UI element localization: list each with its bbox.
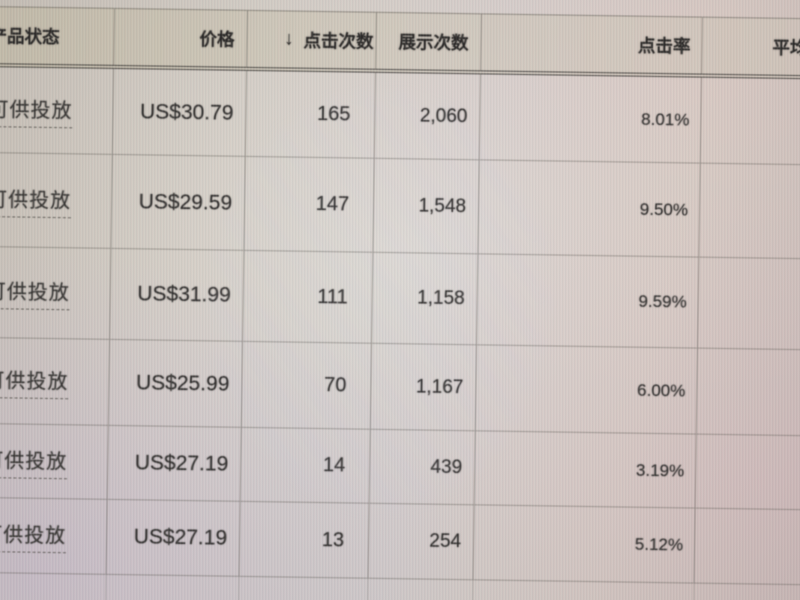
- price-cell: US$27.19: [107, 425, 242, 501]
- ctr-cell: 9.50%: [478, 160, 701, 257]
- column-header-clicks[interactable]: ↓ 点击次数: [247, 10, 377, 69]
- impressions-cell: 439: [369, 429, 476, 505]
- status-link[interactable]: 可供投放: [0, 443, 68, 479]
- avg-cell: [699, 164, 800, 259]
- price-cell: US$25.99: [108, 339, 244, 427]
- products-table: 产品状态 价格 ↓ 点击次数 展示次数 点击率 平均 可供投放 US$30.79…: [0, 6, 800, 600]
- price-cell: US$27.19: [106, 499, 241, 576]
- table-row: 可供投放 US$29.59 147 1,548 9.50%: [0, 152, 800, 260]
- impressions-cell: 254: [368, 503, 475, 580]
- table-row: 可供投放 US$30.79 165 2,060 8.01%: [0, 66, 800, 166]
- avg-cell: [698, 258, 800, 350]
- avg-cell: [695, 509, 800, 585]
- product-status-cell[interactable]: 可供投放: [0, 152, 113, 248]
- table-row: 可供投放 US$25.99 70 1,167 6.00%: [0, 337, 800, 437]
- clicks-cell: 70: [241, 341, 373, 429]
- impressions-cell: 1,158: [372, 252, 479, 345]
- product-status-cell[interactable]: 可供投放: [0, 423, 109, 499]
- status-link[interactable]: 可供投放: [0, 92, 73, 128]
- clicks-cell: 111: [243, 250, 374, 343]
- empty-cell: [105, 574, 240, 600]
- status-link[interactable]: 可供投放: [0, 182, 72, 218]
- clicks-cell: 14: [240, 427, 371, 503]
- avg-cell: [696, 435, 800, 510]
- ctr-cell: 6.00%: [475, 345, 698, 434]
- sort-descending-icon: ↓: [283, 28, 294, 50]
- price-cell: US$30.79: [112, 68, 248, 156]
- avg-cell: [697, 349, 800, 436]
- empty-cell: [367, 578, 474, 600]
- price-cell: US$29.59: [111, 154, 246, 250]
- ctr-cell: 9.59%: [477, 254, 700, 348]
- impressions-cell: 2,060: [374, 72, 482, 160]
- column-header-average-clipped[interactable]: 平均: [772, 37, 800, 58]
- clicks-cell: 147: [244, 156, 375, 252]
- clicks-cell: 165: [245, 70, 377, 158]
- column-header-ctr[interactable]: 点击率: [481, 14, 703, 74]
- clicks-cell: 13: [239, 501, 370, 578]
- price-cell: US$31.99: [110, 248, 245, 341]
- ctr-cell: 8.01%: [479, 74, 703, 163]
- status-link[interactable]: 可供投放: [0, 363, 69, 399]
- table-row: 可供投放 US$27.19 13 254 5.12%: [0, 497, 800, 586]
- table-row: 可供投放 US$27.19 14 439 3.19%: [0, 423, 800, 511]
- status-link[interactable]: 可供投放: [0, 275, 70, 311]
- empty-cell: [238, 576, 369, 600]
- empty-cell: [472, 580, 695, 600]
- product-status-cell[interactable]: 可供投放: [0, 497, 108, 574]
- column-header-clicks-label: 点击次数: [303, 30, 374, 52]
- column-header-price[interactable]: 价格: [114, 8, 248, 67]
- empty-cell: [694, 584, 800, 600]
- ctr-cell: 5.12%: [473, 505, 696, 583]
- impressions-cell: 1,167: [370, 343, 478, 431]
- status-link[interactable]: 可供投放: [0, 518, 67, 554]
- product-status-cell[interactable]: 可供投放: [0, 66, 115, 154]
- empty-cell: [0, 572, 107, 600]
- ctr-cell: 3.19%: [474, 431, 697, 508]
- column-header-product-status[interactable]: 产品状态: [0, 6, 115, 65]
- avg-cell: [701, 78, 800, 165]
- impressions-cell: 1,548: [373, 158, 480, 254]
- product-status-cell[interactable]: 可供投放: [0, 246, 112, 339]
- product-status-cell[interactable]: 可供投放: [0, 337, 111, 425]
- ads-table-wrapper: 产品状态 价格 ↓ 点击次数 展示次数 点击率 平均 可供投放 US$30.79…: [0, 6, 800, 600]
- table-row: 可供投放 US$31.99 111 1,158 9.59%: [0, 246, 800, 351]
- column-header-impressions[interactable]: 展示次数: [376, 12, 482, 71]
